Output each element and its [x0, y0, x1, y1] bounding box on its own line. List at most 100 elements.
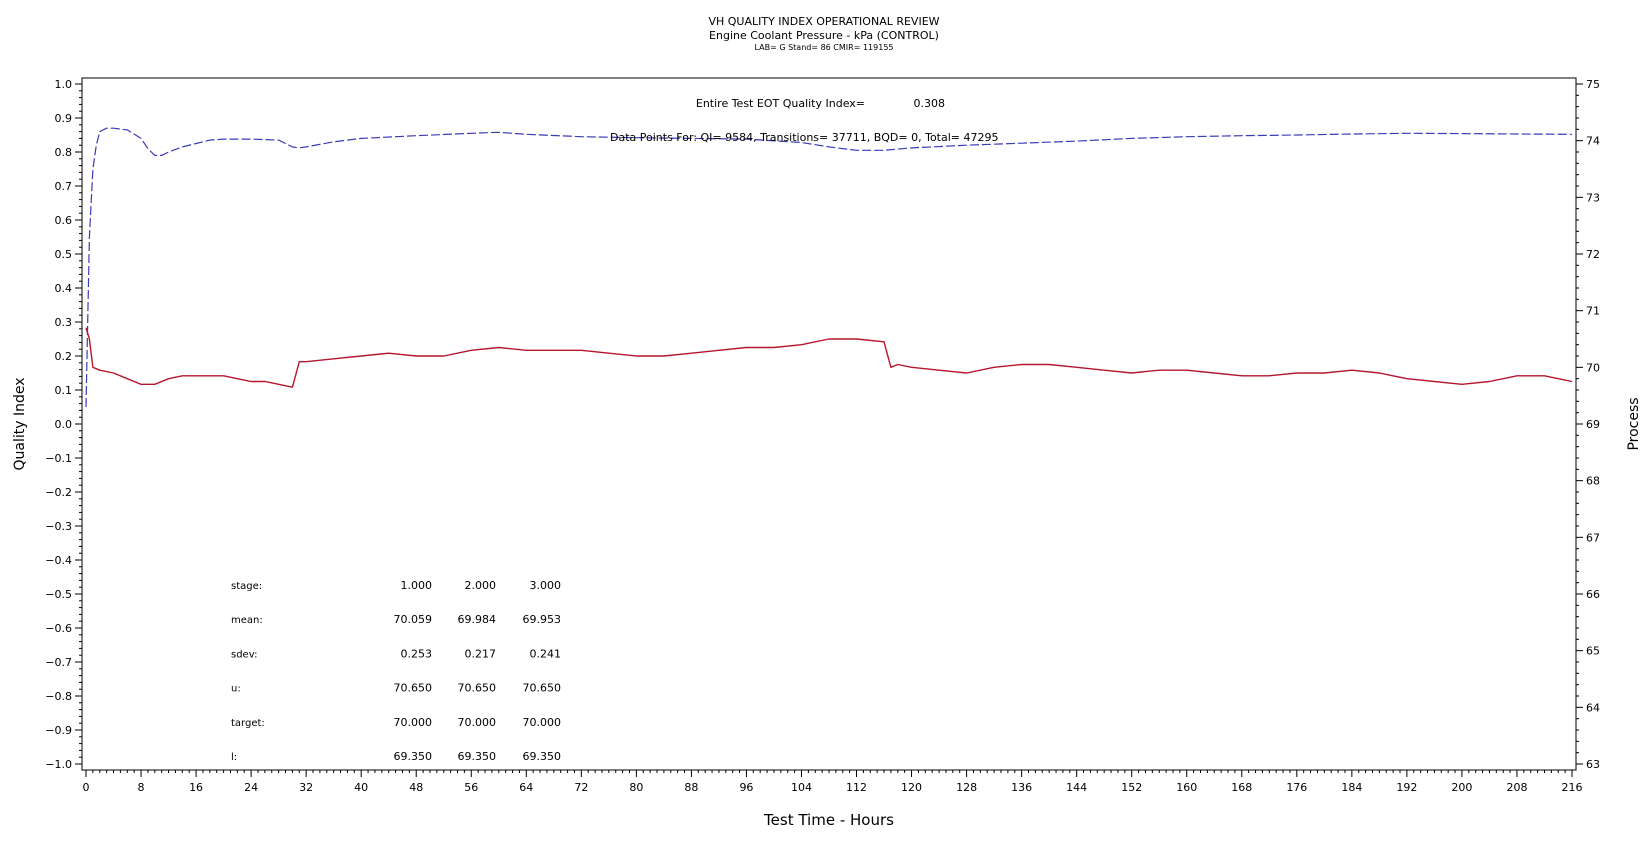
y-left-tick-label: 0.5: [55, 248, 73, 261]
process-line: [85, 327, 1573, 388]
stats-cell: 0.217: [465, 647, 497, 660]
x-tick-label: 112: [846, 781, 867, 794]
stats-cell: 0.253: [401, 647, 433, 660]
x-tick-label: 216: [1562, 781, 1583, 794]
chart-subtitle-ids: LAB= G Stand= 86 CMIR= 119155: [754, 43, 894, 52]
x-axis: 0 8 16 24 32 40 48 56 64 72 80 88 96 104 112 120 128 136 1…: [83, 770, 1583, 794]
x-tick-label: 88: [684, 781, 698, 794]
x-tick-label: 32: [299, 781, 313, 794]
y-left-tick-label: 0.2: [55, 350, 73, 363]
x-tick-label: 72: [574, 781, 588, 794]
y-left-tick-label: 0.3: [55, 316, 73, 329]
y-right-tick-label: 64: [1586, 701, 1600, 714]
y-left-axis-label: Quality Index: [12, 377, 28, 470]
x-tick-label: 184: [1341, 781, 1362, 794]
eot-value: 0.308: [914, 97, 946, 110]
plot-frame: [81, 77, 1577, 771]
stats-cell: 69.350: [394, 750, 433, 763]
y-right-tick-label: 66: [1586, 588, 1600, 601]
y-right-tick-label: 71: [1586, 305, 1600, 318]
y-left-tick-label: 0.6: [55, 214, 73, 227]
y-left-tick-label: 0.8: [55, 146, 73, 159]
x-tick-label: 136: [1011, 781, 1032, 794]
stats-cell: 70.059: [394, 613, 433, 626]
stats-cell: 70.650: [523, 682, 562, 695]
x-tick-label: 160: [1176, 781, 1197, 794]
x-tick-label: 64: [519, 781, 533, 794]
x-tick-label: 200: [1451, 781, 1472, 794]
eot-label: Entire Test EOT Quality Index=: [696, 97, 865, 110]
stats-cell: 69.984: [458, 613, 497, 626]
stats-cell: 0.241: [530, 647, 562, 660]
x-tick-label: 120: [901, 781, 922, 794]
stats-cell: 1.000: [401, 579, 433, 592]
stats-cell: 69.953: [523, 613, 562, 626]
y-right-axis: 63 64 65 66 67 68 69 70 71 72 73 74 75: [1576, 78, 1600, 771]
stats-cell: 69.350: [458, 750, 497, 763]
stats-row-label: mean:: [231, 615, 263, 626]
y-right-tick-label: 69: [1586, 418, 1600, 431]
stats-cell: 70.000: [394, 716, 433, 729]
x-tick-label: 144: [1066, 781, 1087, 794]
y-left-tick-label: 0.4: [55, 282, 73, 295]
x-tick-label: 168: [1231, 781, 1252, 794]
y-right-tick-label: 72: [1586, 248, 1600, 261]
y-left-tick-label: 1.0: [55, 78, 73, 91]
x-tick-label: 80: [629, 781, 643, 794]
y-left-tick-label: 0.7: [55, 180, 73, 193]
y-left-tick-label: −0.1: [45, 452, 72, 465]
y-left-tick-label: −0.4: [45, 554, 72, 567]
y-right-tick-label: 65: [1586, 645, 1600, 658]
series-layer: [85, 127, 1573, 408]
stats-cell: 3.000: [530, 579, 562, 592]
x-tick-label: 104: [791, 781, 812, 794]
x-tick-label: 56: [464, 781, 478, 794]
y-left-tick-label: −0.9: [45, 724, 72, 737]
y-left-tick-label: 0.0: [55, 418, 73, 431]
y-right-tick-label: 68: [1586, 475, 1600, 488]
stats-cell: 2.000: [465, 579, 497, 592]
stats-row-label: l:: [231, 752, 237, 763]
y-left-axis: 1.0 0.9 0.8 0.7 0.6 0.5 0.4 0.3 0.2 0.1 0.0 −0.1 −0.…: [45, 78, 82, 771]
stats-table: stage: 1.000 2.000 3.000 mean: 70.059 69.984 69…: [231, 579, 561, 763]
stats-cell: 70.650: [458, 682, 497, 695]
stats-cell: 69.350: [523, 750, 562, 763]
stats-row-label: target:: [231, 718, 265, 729]
y-right-tick-label: 75: [1586, 78, 1600, 91]
x-tick-label: 176: [1286, 781, 1307, 794]
x-tick-label: 16: [189, 781, 203, 794]
stats-cell: 70.650: [394, 682, 433, 695]
x-tick-label: 40: [354, 781, 368, 794]
stats-row-label: sdev:: [231, 649, 257, 660]
y-right-tick-label: 74: [1586, 135, 1600, 148]
x-tick-label: 128: [956, 781, 977, 794]
stats-row-label: u:: [231, 684, 241, 695]
x-tick-label: 96: [739, 781, 753, 794]
x-tick-label: 208: [1506, 781, 1527, 794]
stats-row-label: stage:: [231, 581, 262, 592]
y-right-tick-label: 70: [1586, 361, 1600, 374]
x-tick-label: 48: [409, 781, 423, 794]
y-left-tick-label: −0.3: [45, 520, 72, 533]
data-points-annotation: Data Points For: QI= 9584, Transitions= …: [610, 131, 999, 144]
x-tick-label: 192: [1396, 781, 1417, 794]
y-left-tick-label: −0.8: [45, 690, 72, 703]
chart-title: VH QUALITY INDEX OPERATIONAL REVIEW: [708, 15, 940, 28]
x-tick-label: 8: [138, 781, 145, 794]
x-tick-label: 152: [1121, 781, 1142, 794]
y-left-tick-label: 0.9: [55, 112, 73, 125]
chart-subtitle: Engine Coolant Pressure - kPa (CONTROL): [709, 29, 939, 42]
stats-cell: 70.000: [458, 716, 497, 729]
y-left-tick-label: −0.2: [45, 486, 72, 499]
y-left-tick-label: −0.5: [45, 588, 72, 601]
x-tick-label: 24: [244, 781, 258, 794]
y-left-tick-label: 0.1: [55, 384, 73, 397]
y-right-tick-label: 73: [1586, 191, 1600, 204]
y-right-axis-label: Process: [1626, 397, 1642, 450]
y-right-tick-label: 63: [1586, 758, 1600, 771]
x-axis-label: Test Time - Hours: [763, 811, 894, 829]
y-right-tick-label: 67: [1586, 531, 1600, 544]
y-left-tick-label: −1.0: [45, 758, 72, 771]
stats-cell: 70.000: [523, 716, 562, 729]
